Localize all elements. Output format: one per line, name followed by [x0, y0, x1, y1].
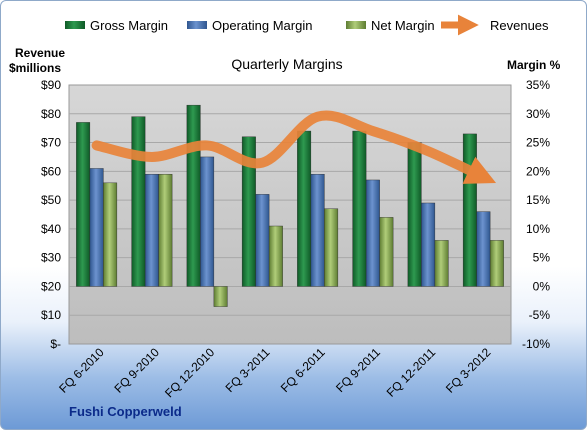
net-margin-bar: [103, 182, 118, 287]
left-tick-label: $80: [41, 107, 61, 121]
left-tick-label: $50: [41, 193, 61, 207]
right-tick-label: 0%: [533, 279, 551, 293]
left-tick-label: $30: [41, 251, 61, 265]
gross-margin-bar: [186, 104, 201, 287]
left-tick-label: $10: [41, 308, 61, 322]
operating-margin-bar: [89, 168, 104, 287]
left-tick-label: $60: [41, 164, 61, 178]
operating-margin-bar: [365, 179, 380, 287]
left-tick-label: $20: [41, 279, 61, 293]
category-label: FQ 9-2010: [112, 345, 163, 396]
legend: Gross Margin Operating Margin Net Margin…: [65, 14, 549, 36]
right-tick-label: 10%: [526, 222, 550, 236]
category-labels: FQ 6-2010 FQ 9-2010 FQ 12-2010 FQ 3-2011 FQ …: [56, 345, 493, 400]
revenues-line: [91, 110, 497, 184]
net-margin-bar: [213, 286, 228, 307]
category-label: FQ 9-2011: [333, 345, 383, 395]
legend-label-gross: Gross Margin: [90, 18, 168, 33]
legend-swatch-gross: [65, 21, 85, 29]
left-axis-title-line1: Revenue: [15, 46, 65, 60]
left-tick-label: $90: [41, 78, 61, 92]
operating-margin-bar: [144, 174, 159, 287]
category-label: FQ 12-2011: [384, 345, 439, 400]
legend-label-net: Net Margin: [371, 18, 435, 33]
right-tick-label: -5%: [529, 308, 551, 322]
legend-swatch-operating: [187, 21, 207, 29]
legend-label-operating: Operating Margin: [212, 18, 312, 33]
gross-margin-bar: [76, 122, 91, 287]
category-label: FQ 12-2010: [162, 345, 217, 400]
left-tick-label: $40: [41, 222, 61, 236]
left-tick-label: $70: [41, 136, 61, 150]
gross-margin-bar: [297, 130, 312, 287]
net-margin-bar: [489, 240, 504, 287]
right-axis-ticks: -10% -5% 0% 5% 10% 15% 20% 25% 30% 35%: [522, 78, 550, 351]
revenue-line-group: [91, 110, 497, 184]
category-label: FQ 3-2012: [443, 345, 494, 396]
left-tick-label: $-: [50, 337, 61, 351]
right-tick-label: 30%: [526, 107, 550, 121]
right-tick-label: 25%: [526, 136, 550, 150]
category-label: FQ 6-2011: [278, 345, 328, 395]
net-margin-bar: [379, 217, 394, 287]
category-label: FQ 6-2010: [56, 345, 107, 396]
left-axis-ticks: $- $10 $20 $30 $40 $50 $60 $70 $80 $90: [41, 78, 61, 351]
net-margin-bar: [434, 240, 449, 287]
right-tick-label: 5%: [533, 251, 551, 265]
gross-margin-bar: [352, 130, 367, 287]
net-margin-bar: [324, 208, 339, 287]
right-tick-label: -10%: [522, 337, 550, 351]
legend-swatch-net: [346, 21, 366, 29]
operating-margin-bar: [255, 194, 270, 287]
operating-margin-bar: [421, 202, 436, 287]
operating-margin-bar: [200, 156, 215, 287]
right-tick-label: 15%: [526, 193, 550, 207]
right-tick-label: 20%: [526, 164, 550, 178]
gross-margin-bar: [462, 133, 477, 287]
right-axis-title: Margin %: [507, 58, 561, 72]
net-margin-bar: [268, 225, 283, 287]
legend-label-revenues: Revenues: [490, 18, 549, 33]
gross-margin-bar: [131, 116, 146, 287]
right-tick-label: 35%: [526, 78, 550, 92]
operating-margin-bar: [310, 174, 325, 287]
gross-margin-bar: [407, 142, 422, 287]
category-label: FQ 3-2011: [223, 345, 273, 395]
company-label: Fushi Copperweld: [69, 404, 182, 419]
chart-title: Quarterly Margins: [231, 56, 342, 72]
net-margin-bar: [158, 174, 173, 287]
left-axis-title-line2: $millions: [9, 61, 61, 75]
operating-margin-bar: [476, 211, 491, 287]
